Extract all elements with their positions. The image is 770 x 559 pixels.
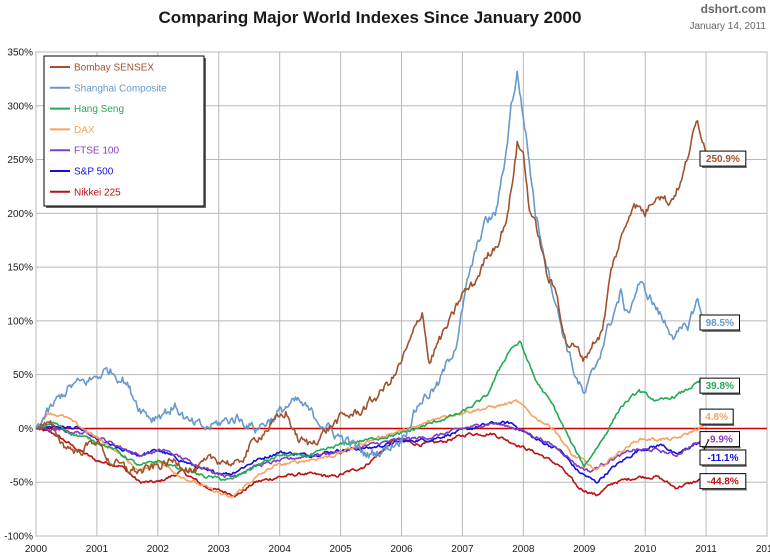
series-line-bombay-sensex: [35, 120, 710, 475]
y-tick-label: -100%: [4, 532, 33, 543]
x-tick-label: 2010: [634, 544, 657, 555]
x-tick-label: 2004: [269, 544, 292, 555]
series-line-s-p-500: [35, 420, 709, 484]
x-axis-ticks: 2000 2001 2002 2003 2004 2005 2006 2007 2008 2009…: [25, 544, 770, 555]
series-lines: [35, 70, 710, 498]
x-tick-label: 2008: [512, 544, 535, 555]
y-tick-label: 100%: [7, 316, 33, 327]
series-line-nikkei-225: [35, 427, 709, 498]
end-label-box: [699, 431, 740, 448]
end-label-box: [699, 314, 740, 331]
end-label-box: [699, 473, 747, 490]
y-tick-label: 200%: [7, 209, 33, 220]
legend-entry: Hang Seng: [74, 104, 124, 115]
end-label-value: 39.8%: [706, 381, 734, 392]
y-tick-label: 350%: [7, 48, 33, 59]
x-tick-label: 2007: [451, 544, 474, 555]
x-tick-label: 2002: [147, 544, 170, 555]
y-axis-ticks: -100% -50% 0% 50% 100% 150% 200% 250% 300% 350%: [4, 48, 33, 543]
y-tick-label: 150%: [7, 263, 33, 274]
legend-entry: Shanghai Composite: [74, 83, 167, 94]
y-tick-label: 0%: [19, 424, 34, 435]
end-label-box: [699, 377, 740, 394]
y-tick-label: 50%: [13, 370, 33, 381]
legend-entry: DAX: [74, 125, 95, 136]
legend-box: [43, 55, 205, 207]
end-label-value: 98.5%: [706, 318, 734, 329]
chart-title: Comparing Major World Indexes Since Janu…: [159, 8, 582, 27]
x-tick-label: 2000: [25, 544, 48, 555]
series-line-shanghai-composite: [35, 70, 710, 459]
end-label-value: -9.9%: [707, 435, 733, 446]
end-label-box: [699, 449, 747, 466]
series-line-ftse-100: [35, 422, 710, 478]
series-line-hang-seng: [35, 340, 710, 482]
y-tick-label: -50%: [10, 478, 33, 489]
end-label-value: -11.1%: [707, 453, 738, 464]
end-label-box: [699, 150, 747, 167]
x-tick-label: 2011: [695, 544, 717, 555]
y-tick-label: 250%: [7, 155, 33, 166]
legend-entry: Bombay SENSEX: [74, 63, 154, 74]
legend-entry: FTSE 100: [74, 146, 119, 157]
x-tick-label: 2006: [390, 544, 413, 555]
x-tick-label: 2009: [573, 544, 596, 555]
end-labels: 250.9% 98.5% 39.8% 4.8% -9.9% -11.1% -44.8%: [699, 150, 747, 491]
end-label-box: [699, 408, 734, 425]
legend-entry: Nikkei 225: [74, 187, 121, 198]
legend: Bombay SENSEX Shanghai Composite Hang Seng…: [43, 55, 206, 208]
end-label-value: 250.9%: [706, 154, 740, 165]
end-label-value: -44.8%: [707, 477, 739, 488]
date-label: January 14, 2011: [689, 21, 766, 32]
legend-entry: S&P 500: [74, 167, 114, 178]
end-label-value: 4.8%: [705, 412, 728, 423]
y-tick-label: 300%: [7, 101, 33, 112]
x-tick-label: 2001: [86, 544, 109, 555]
x-tick-label: 2005: [329, 544, 352, 555]
source-label: dshort.com: [701, 2, 766, 16]
x-tick-label: 2003: [208, 544, 231, 555]
